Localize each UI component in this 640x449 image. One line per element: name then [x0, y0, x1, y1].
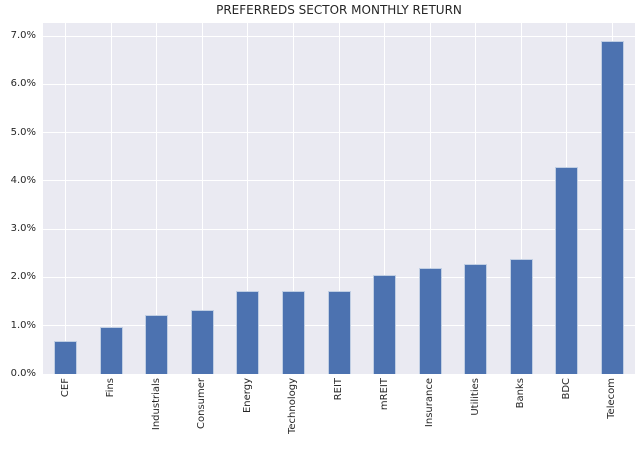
- bar-banks: [509, 259, 533, 374]
- x-tick-label-bdc: BDC: [560, 378, 572, 400]
- v-gridline: [429, 23, 431, 374]
- x-tick-label-mreit: mREIT: [378, 378, 390, 411]
- v-gridline: [156, 23, 158, 374]
- v-gridline: [110, 23, 112, 374]
- y-tick-label: 5.0%: [10, 126, 36, 138]
- bar-energy: [236, 291, 260, 374]
- v-gridline: [201, 23, 203, 374]
- y-tick-label: 0.0%: [10, 368, 36, 379]
- chart-title: PREFERREDS SECTOR MONTHLY RETURN: [216, 3, 462, 17]
- x-tick-label-telecom: Telecom: [606, 378, 618, 419]
- y-tick-label: 4.0%: [10, 174, 36, 186]
- bar-fins: [99, 326, 123, 374]
- v-gridline: [384, 23, 386, 374]
- x-tick-label-energy: Energy: [241, 378, 253, 414]
- bar-utilities: [464, 263, 488, 374]
- bar-telecom: [600, 40, 624, 374]
- x-tick-label-consumer: Consumer: [196, 378, 208, 429]
- y-tick-label: 6.0%: [10, 78, 36, 90]
- bar-mreit: [373, 274, 397, 374]
- x-tick-label-utilities: Utilities: [469, 378, 481, 416]
- y-tick-label: 1.0%: [10, 319, 36, 331]
- bar-reit: [327, 290, 351, 374]
- x-tick-label-cef: CEF: [59, 378, 71, 398]
- bar-consumer: [190, 309, 214, 374]
- bar-insurance: [418, 268, 442, 374]
- x-tick-label-industrials: Industrials: [150, 378, 162, 431]
- x-tick-label-banks: Banks: [515, 378, 527, 409]
- plot-area: [43, 23, 635, 375]
- v-gridline: [65, 23, 67, 374]
- v-gridline: [292, 23, 294, 374]
- bar-industrials: [145, 315, 169, 374]
- bar-cef: [54, 341, 78, 374]
- bar-technology: [281, 290, 305, 374]
- x-tick-label-technology: Technology: [287, 378, 299, 435]
- y-tick-label: 2.0%: [10, 271, 36, 283]
- v-gridline: [338, 23, 340, 374]
- x-tick-label-fins: Fins: [105, 378, 117, 398]
- h-gridline: [43, 373, 635, 375]
- x-tick-label-insurance: Insurance: [424, 378, 436, 428]
- v-gridline: [247, 23, 249, 374]
- y-tick-label: 7.0%: [10, 30, 36, 42]
- v-gridline: [475, 23, 477, 374]
- bar-bdc: [555, 167, 579, 374]
- v-gridline: [520, 23, 522, 374]
- x-tick-label-reit: REIT: [333, 378, 344, 401]
- y-tick-label: 3.0%: [10, 223, 36, 235]
